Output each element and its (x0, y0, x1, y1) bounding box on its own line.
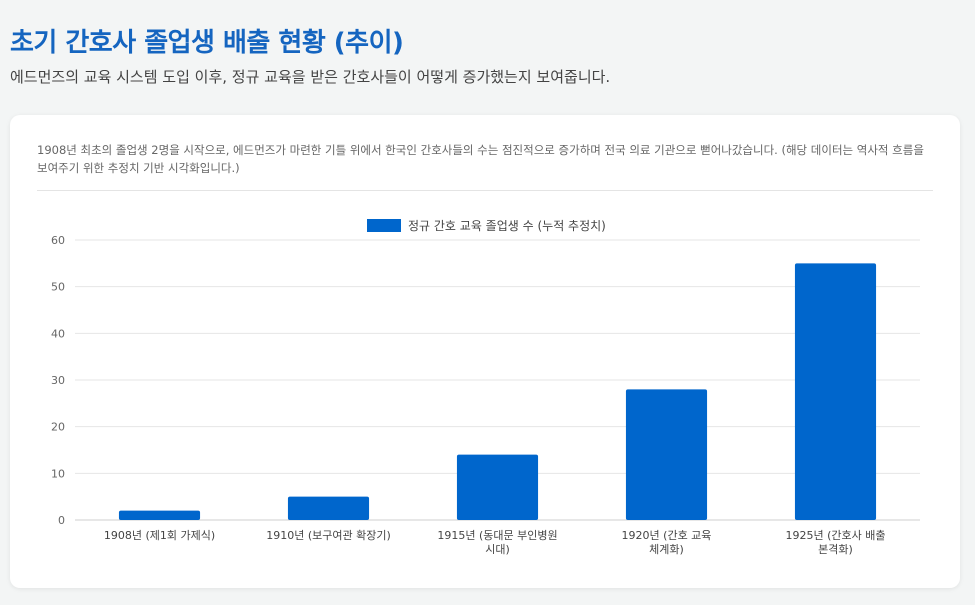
y-tick-label: 0 (58, 514, 65, 527)
bar (118, 510, 201, 520)
bar (287, 496, 370, 520)
x-tick-label: 체계화) (649, 543, 684, 556)
x-tick-label: 1908년 (제1회 가제식) (104, 529, 215, 542)
bar-chart: 0 10 20 30 40 50 60 1908년 (제1회 가제식) 1910년 (보구여관 … (51, 219, 920, 556)
y-tick-label: 60 (51, 234, 65, 247)
y-tick-label: 40 (51, 327, 65, 340)
page-subtitle: 에드먼즈의 교육 시스템 도입 이후, 정규 교육을 받은 간호사들이 어떻게 … (10, 68, 611, 86)
page-title: 초기 간호사 졸업생 배출 현황 (추이) (10, 28, 404, 58)
chart-card: 1908년 최초의 졸업생 2명을 시작으로, 에드먼즈가 마련한 기틀 위에서… (10, 115, 960, 588)
y-tick-label: 10 (51, 467, 65, 480)
x-tick-label: 본격화) (818, 543, 853, 556)
chart-description: 1908년 최초의 졸업생 2명을 시작으로, 에드먼즈가 마련한 기틀 위에서… (37, 143, 924, 175)
bar (625, 389, 708, 520)
legend-swatch (367, 219, 401, 232)
bar (794, 263, 877, 520)
legend-label: 정규 간호 교육 졸업생 수 (누적 추정치) (408, 219, 606, 233)
x-tick-label: 1920년 (간호 교육 (622, 529, 712, 542)
bar (456, 454, 539, 520)
x-tick-label: 1925년 (간호사 배출 (786, 529, 886, 542)
x-tick-label: 1910년 (보구여관 확장기) (266, 529, 391, 542)
x-tick-label: 시대) (485, 543, 510, 556)
x-tick-label: 1915년 (동대문 부인병원 (437, 529, 557, 542)
y-tick-label: 20 (51, 421, 65, 434)
divider (37, 190, 933, 191)
y-tick-label: 30 (51, 374, 65, 387)
y-tick-label: 50 (51, 281, 65, 294)
